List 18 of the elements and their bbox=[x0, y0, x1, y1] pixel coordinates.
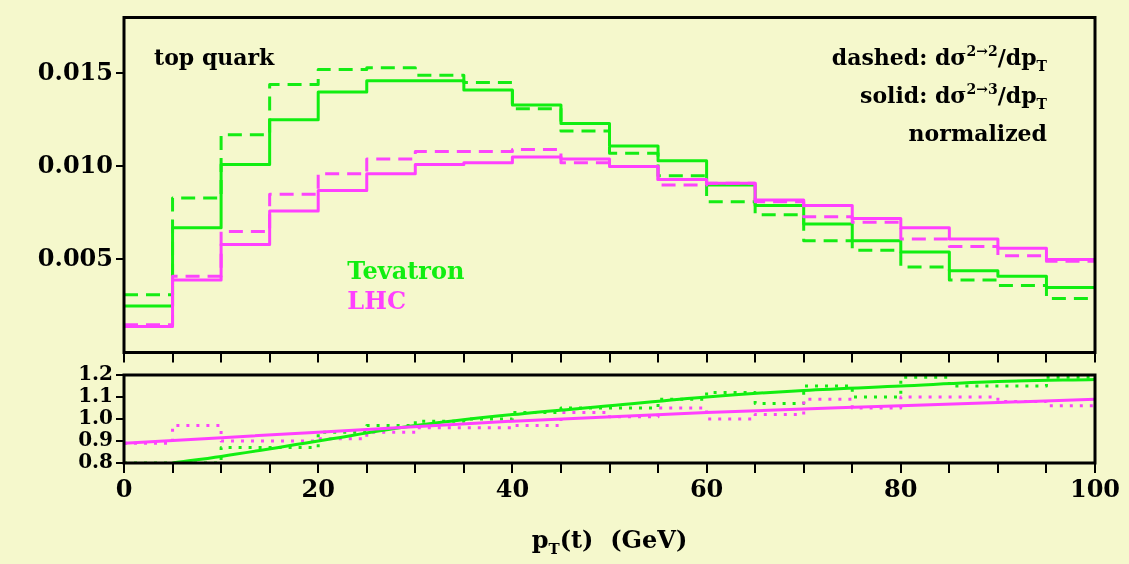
y-tick-label: 0.8 bbox=[78, 449, 113, 474]
x-tick-label: 0 bbox=[115, 473, 133, 503]
y-tick-label: 0.005 bbox=[37, 242, 113, 272]
annotation: normalized bbox=[908, 120, 1048, 147]
y-tick-label: 0.015 bbox=[37, 56, 113, 86]
x-tick-label: 100 bbox=[1069, 473, 1121, 503]
y-tick-label: 1.0 bbox=[78, 405, 113, 430]
y-tick-label: 1.1 bbox=[78, 383, 113, 408]
annotation: top quark bbox=[154, 44, 276, 71]
x-tick-label: 80 bbox=[884, 473, 918, 503]
x-tick-label: 20 bbox=[301, 473, 335, 503]
y-tick-label: 0.9 bbox=[78, 427, 113, 452]
y-tick-label: 1.2 bbox=[78, 361, 113, 386]
x-tick-label: 60 bbox=[689, 473, 724, 503]
y-tick-label: 0.010 bbox=[37, 149, 113, 179]
text: Tevatron bbox=[347, 255, 465, 285]
x-tick-label: 40 bbox=[495, 473, 530, 503]
text: LHC bbox=[347, 285, 406, 315]
